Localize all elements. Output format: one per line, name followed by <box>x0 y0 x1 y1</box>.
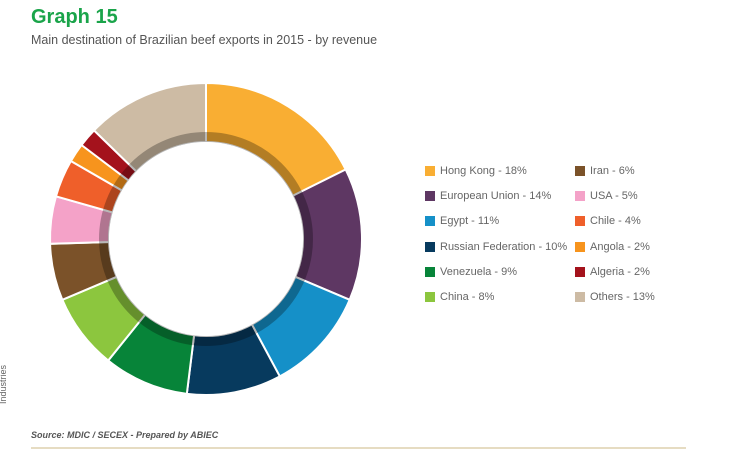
legend-label: European Union - 14% <box>440 190 552 203</box>
legend-swatch <box>425 191 435 202</box>
legend-label: Russian Federation - 10% <box>440 240 568 253</box>
legend-label: Chile - 4% <box>590 215 641 228</box>
legend-item-others: Others - 13% <box>575 290 655 304</box>
legend-swatch <box>575 166 585 176</box>
chart-subtitle: Main destination of Brazilian beef expor… <box>31 33 378 47</box>
legend-label: China - 8% <box>440 291 495 303</box>
legend-item-venezuela: Venezuela - 9% <box>425 265 517 279</box>
side-section-label: Industries <box>0 364 8 404</box>
legend-label: Venezuela - 9% <box>440 265 518 278</box>
legend-swatch <box>575 191 585 202</box>
legend-label: Others - 13% <box>590 291 655 303</box>
legend-label: Algeria - 2% <box>590 265 650 278</box>
donut-inner-shadow <box>99 132 313 346</box>
legend-label: Iran - 6% <box>590 165 635 177</box>
legend-item-algeria: Algeria - 2% <box>575 265 650 279</box>
legend-swatch <box>425 241 435 252</box>
legend-item-usa: USA - 5% <box>575 189 638 203</box>
legend-item-chile: Chile - 4% <box>575 214 641 228</box>
legend-label: Hong Kong - 18% <box>440 165 527 177</box>
source-note: Source: MDIC / SECEX - Prepared by ABIEC <box>31 430 219 440</box>
legend-swatch <box>575 241 585 252</box>
legend-swatch <box>425 216 435 227</box>
legend-swatch <box>575 216 585 227</box>
chart-title: Graph 15 <box>31 6 118 28</box>
footer-rule <box>31 447 686 449</box>
legend-swatch <box>425 266 435 277</box>
legend-item-russian-federation: Russian Federation - 10% <box>425 240 567 254</box>
chart-legend: Hong Kong - 18% European Union - 14% Egypt… <box>425 164 715 314</box>
legend-swatch <box>425 292 435 302</box>
legend-item-china: China - 8% <box>425 290 494 304</box>
legend-swatch <box>425 166 435 176</box>
legend-item-european-union: European Union - 14% <box>425 189 551 203</box>
donut-hole <box>109 142 303 336</box>
legend-label: Angola - 2% <box>590 240 650 253</box>
legend-label: Egypt - 11% <box>440 215 500 228</box>
legend-swatch <box>575 292 585 302</box>
legend-item-angola: Angola - 2% <box>575 240 650 254</box>
legend-item-hong-kong: Hong Kong - 18% <box>425 164 527 178</box>
legend-swatch <box>575 266 585 277</box>
legend-item-egypt: Egypt - 11% <box>425 214 499 228</box>
legend-item-iran: Iran - 6% <box>575 164 635 178</box>
legend-label: USA - 5% <box>590 190 638 203</box>
